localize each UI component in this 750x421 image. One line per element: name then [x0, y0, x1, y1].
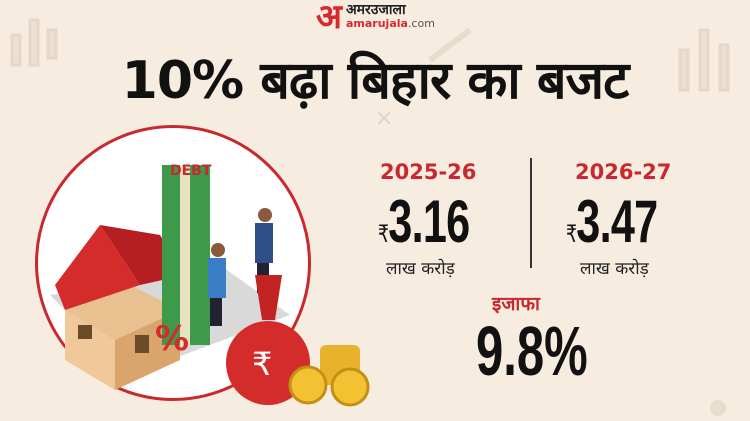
unit-label-1: लाख करोड़	[386, 259, 455, 279]
logo-mark: अ	[316, 0, 342, 37]
unit-label-2: लाख करोड़	[580, 259, 649, 279]
budget-amount-2: ₹3.47	[566, 188, 658, 255]
svg-text:×: ×	[375, 106, 393, 131]
year-label-1: 2025-26	[380, 160, 477, 184]
svg-text:₹: ₹	[252, 345, 272, 383]
percent-icon: %	[155, 319, 189, 359]
logo-hindi: अमरउजाला	[345, 2, 406, 18]
increase-label: इजाफा	[492, 293, 540, 315]
cash-stack-icon: DEBT	[162, 163, 212, 345]
year-label-2: 2026-27	[575, 160, 672, 184]
divider	[530, 158, 532, 268]
headline: 10% बढ़ा बिहार का बजट	[121, 51, 630, 111]
budget-amount-1: ₹3.16	[378, 188, 470, 255]
budget-illustration: DEBT % ₹	[50, 163, 370, 407]
amar-ujala-logo[interactable]: अ अमरउजाला amarujala.com	[316, 0, 435, 34]
coins-icon	[288, 345, 370, 407]
logo-domain: amarujala.com	[345, 17, 435, 30]
businessmen-icon	[208, 208, 273, 326]
svg-text:DEBT: DEBT	[170, 163, 212, 179]
increase-value: 9.8%	[476, 312, 588, 390]
